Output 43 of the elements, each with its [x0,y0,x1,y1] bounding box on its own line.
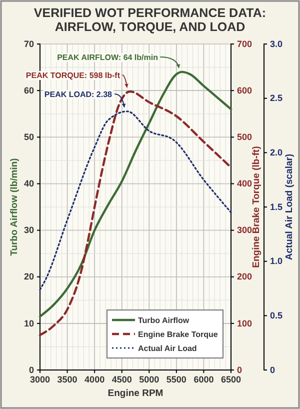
y3-tick-label: 2.0 [270,148,283,158]
y2-tick-label: 500 [237,132,252,142]
y3-tick-label: 2.5 [270,93,283,104]
legend-label: Actual Air Load [138,344,197,353]
y2-tick-label: 400 [237,178,252,189]
y2-tick-label: 300 [237,225,252,236]
x-tick-label: 4500 [112,374,132,384]
y3-tick-label: 3.0 [270,38,283,49]
y3-tick-label: 1.0 [270,256,283,266]
x-tick-label: 6500 [220,374,242,384]
line-series [39,110,232,290]
y-tick-label: 30 [24,225,34,236]
legend-label: Turbo Airflow [138,316,190,325]
annotation: PEAK TORQUE: 598 lb-ft [26,71,120,80]
annotation: PEAK AIRFLOW: 64 lb/min [57,53,158,62]
x-tick-label: 6000 [194,374,214,384]
x-tick-label: 5500 [166,374,186,384]
x-tick-label: 3000 [30,374,50,384]
x-tick-label: 3500 [57,374,78,384]
legend-label: Engine Brake Torque [138,330,218,339]
x-tick-label: 5000 [139,374,160,384]
y2-tick-label: 600 [237,85,252,96]
y3-axis-title: Actual Air Load (scalar) [284,154,295,260]
annotation: PEAK LOAD: 2.38 [44,90,113,99]
x-tick-label: 4000 [84,374,105,384]
y-tick-label: 70 [24,38,34,49]
y-tick-label: 20 [24,272,34,282]
y-tick-label: 50 [24,132,34,142]
y3-tick-label: 0 [270,364,276,375]
x-axis-title: Engine RPM [108,388,164,399]
y-axis-title: Turbo Airflow (lb/min) [9,158,20,256]
y3-tick-label: 0.5 [270,310,283,321]
y-tick-label: 60 [24,85,34,96]
y2-axis-title: Engine Brake Torque (lb-ft) [251,146,262,268]
y2-tick-label: 200 [237,272,252,282]
y-tick-label: 0 [28,364,34,375]
y3-tick-label: 1.5 [270,202,283,212]
y2-tick-label: 0 [237,364,242,375]
y-tick-label: 40 [24,178,34,189]
y-tick-label: 10 [24,318,34,328]
chart-title: VERIFIED WOT PERFORMANCE DATA: AIRFLOW, TORQUE, AND LOAD [34,6,266,34]
y2-tick-label: 100 [237,318,252,328]
y2-tick-label: 700 [237,38,252,49]
